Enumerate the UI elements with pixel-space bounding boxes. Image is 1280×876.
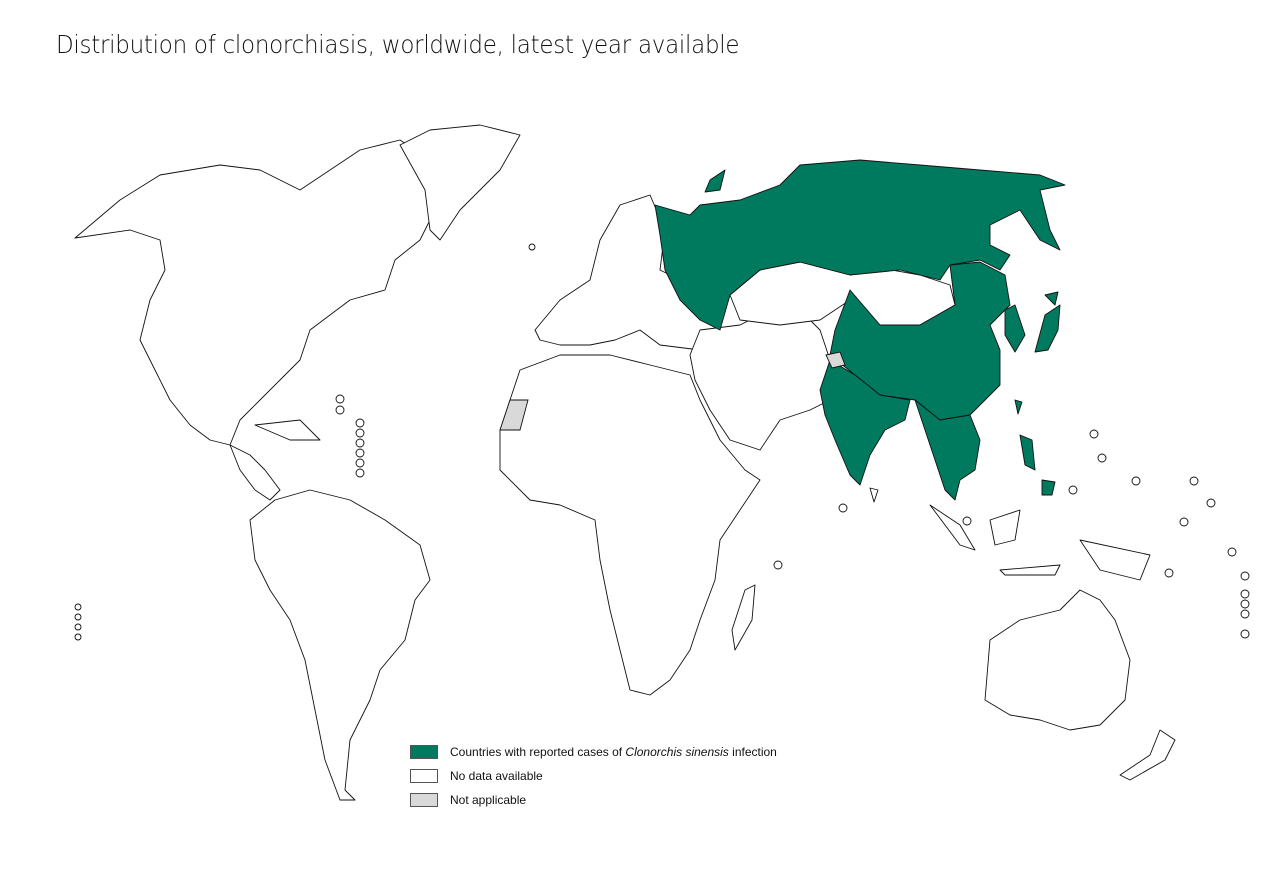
region-africa [499,354,761,696]
region-new-zealand [1119,729,1176,781]
legend-label-no-data: No data available [450,769,543,783]
region-india [819,359,911,486]
region-australia [984,589,1131,731]
region-japan-hokkaido [1044,291,1059,306]
region-taiwan [1014,399,1023,415]
map-legend: Countries with reported cases of Clonorc… [410,740,777,812]
region-korea [1004,304,1026,353]
legend-item-not-applicable: Not applicable [410,788,777,812]
region-japan [1034,304,1061,353]
small-island-markers [74,243,1250,641]
region-indonesia [929,504,1151,581]
legend-item-no-data: No data available [410,764,777,788]
legend-label-not-applicable: Not applicable [450,793,527,807]
region-caribbean [254,419,321,441]
region-north-america [74,139,441,446]
legend-item-reported: Countries with reported cases of Clonorc… [410,740,777,764]
region-central-america [229,444,281,501]
region-sri-lanka [869,487,879,503]
map-title: Distribution of clonorchiasis, worldwide… [56,30,740,59]
legend-swatch-not-applicable [410,793,438,807]
region-philippines [1019,434,1036,471]
region-greenland [399,124,521,241]
legend-label-reported: Countries with reported cases of Clonorc… [450,745,777,759]
region-russia [654,159,1066,331]
region-south-america [249,489,431,801]
region-madagascar [731,584,756,651]
region-kashmir [825,351,846,369]
region-philippines-south [1041,479,1056,496]
legend-swatch-reported [410,745,438,759]
region-southeast-asia [914,399,981,501]
region-western-sahara [499,399,529,431]
region-russia-island [704,169,726,193]
legend-swatch-no-data [410,769,438,783]
